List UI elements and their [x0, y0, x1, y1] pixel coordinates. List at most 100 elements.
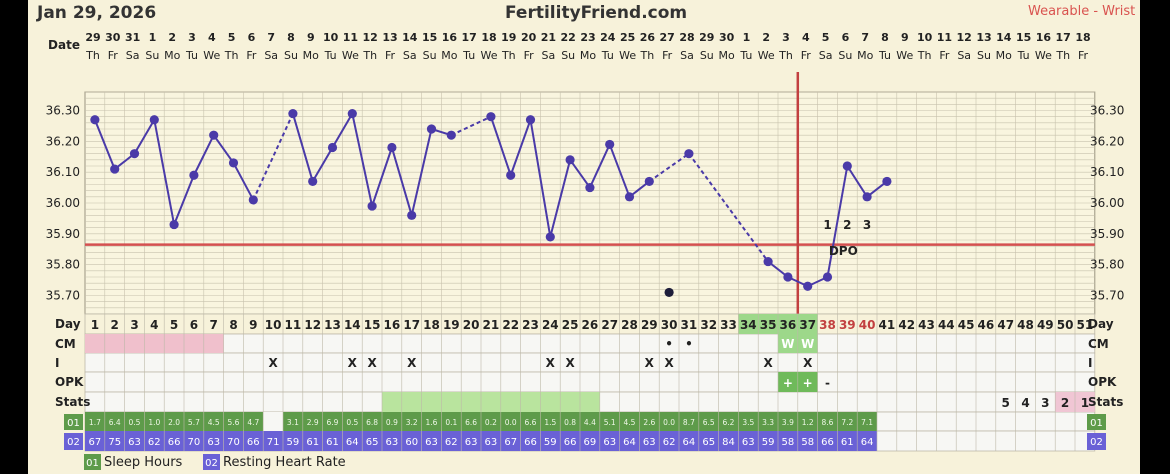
cycle-day-number: 1 — [91, 318, 99, 332]
weekday-label: Th — [917, 49, 932, 62]
sleep-value: 6.5 — [703, 418, 715, 427]
intercourse-mark: X — [546, 356, 556, 370]
cycle-day-number: 51 — [1077, 318, 1094, 332]
date-label: 8 — [287, 31, 295, 44]
cycle-day-number: 10 — [265, 318, 282, 332]
row-label-right: CM — [1088, 337, 1109, 351]
y-tick-label-left: 36.30 — [46, 104, 80, 118]
temperature-point — [288, 108, 298, 119]
weekday-label: Sa — [403, 49, 417, 62]
sleep-cell — [362, 412, 382, 431]
period-cells — [85, 334, 224, 353]
hr-cell — [263, 431, 283, 451]
series-code: 01 — [67, 418, 80, 429]
hr-cell — [104, 431, 125, 451]
temperature-point — [822, 272, 833, 282]
sleep-value: 2.9 — [307, 418, 319, 427]
weekday-label: We — [896, 49, 913, 62]
date-label: 29 — [85, 31, 100, 44]
temperature-segment-dashed — [648, 152, 690, 183]
cycle-day-number: 3 — [130, 318, 138, 332]
row-label-left: I — [55, 356, 59, 370]
date-label: 25 — [620, 31, 635, 44]
hr-cell — [817, 431, 838, 451]
hr-value: 63 — [603, 437, 616, 448]
temperature-point — [585, 182, 595, 193]
table-row-bg — [84, 371, 1096, 393]
sleep-cell — [223, 412, 244, 431]
hr-cell — [283, 431, 303, 451]
sleep-value: 6.6 — [525, 418, 537, 427]
temperature-point — [783, 272, 793, 282]
y-tick-label-left: 36.00 — [46, 196, 80, 210]
date-label: 28 — [679, 31, 694, 44]
hr-cell — [718, 431, 739, 451]
weekday-label: Mo — [164, 49, 180, 62]
cm-fertile-cell — [797, 334, 818, 353]
hr-cell — [85, 431, 105, 451]
sleep-cell — [500, 412, 521, 431]
weekday-label: Fr — [246, 49, 257, 62]
sleep-value: 2.6 — [643, 418, 655, 427]
y-tick-label-right: 35.90 — [1090, 227, 1124, 241]
temperature-segment — [371, 147, 393, 207]
date-label: 10 — [323, 31, 339, 44]
cycle-day-number: 9 — [249, 318, 257, 332]
weekday-label: Mo — [580, 49, 596, 62]
date-label: 6 — [842, 31, 850, 44]
temperature-segment — [153, 119, 176, 225]
cycle-day-number: 2 — [111, 318, 119, 332]
weekday-label: Tu — [185, 49, 198, 62]
sleep-value: 8.7 — [683, 418, 695, 427]
hr-cell — [401, 431, 422, 451]
temperature-point — [803, 281, 813, 291]
hr-cell — [679, 431, 699, 451]
temperature-segment — [588, 143, 611, 189]
weekday-label: Tu — [1017, 49, 1030, 62]
date-label: 17 — [462, 31, 477, 44]
hr-cell — [421, 431, 442, 451]
sleep-cell — [540, 412, 561, 431]
sleep-cell — [481, 412, 501, 431]
cycle-day-number: 4 — [150, 318, 158, 332]
cycle-day-number: 34 — [740, 318, 757, 332]
cycle-day-number: 26 — [582, 318, 599, 332]
opk-mark: + — [803, 376, 813, 390]
hr-cell — [580, 431, 600, 451]
site-title[interactable]: FertilityFriend.com — [505, 3, 688, 23]
row-label-right: OPK — [1088, 375, 1117, 389]
cm-fertile-cell — [778, 334, 798, 353]
cycle-day-number: 37 — [799, 318, 816, 332]
stats-number: 2 — [1061, 396, 1069, 410]
sleep-value: 3.5 — [742, 418, 754, 427]
y-tick-label-left: 36.10 — [46, 165, 80, 179]
weekday-label: Su — [284, 49, 298, 62]
cycle-day-number: 28 — [621, 318, 638, 332]
sleep-value: 6.6 — [465, 418, 477, 427]
temperature-point — [407, 210, 417, 220]
sleep-cell — [342, 412, 363, 431]
dpo-label: DPO — [829, 244, 858, 258]
cycle-day-number: 20 — [463, 318, 480, 332]
hr-cell — [540, 431, 561, 451]
temperature-segment — [549, 159, 572, 238]
date-label: 6 — [248, 31, 256, 44]
hr-value: 63 — [207, 437, 220, 448]
date-label: 14 — [402, 31, 418, 44]
weekday-label: Tu — [601, 49, 614, 62]
temperature-segment — [846, 165, 868, 198]
sleep-cell — [560, 412, 580, 431]
hr-value: 66 — [247, 437, 260, 448]
temperature-segment — [529, 119, 552, 238]
hr-value: 62 — [663, 437, 676, 448]
hr-cell — [243, 431, 264, 451]
hr-cell — [797, 431, 818, 451]
weekday-label: Fr — [662, 49, 673, 62]
weekday-label: Fr — [385, 49, 396, 62]
hr-value: 61 — [326, 437, 339, 448]
temperature-segment — [291, 113, 314, 182]
cm-mark: W — [781, 337, 794, 351]
sleep-value: 3.9 — [782, 418, 794, 427]
weekday-label: Sa — [957, 49, 971, 62]
weekday-label: Su — [145, 49, 159, 62]
